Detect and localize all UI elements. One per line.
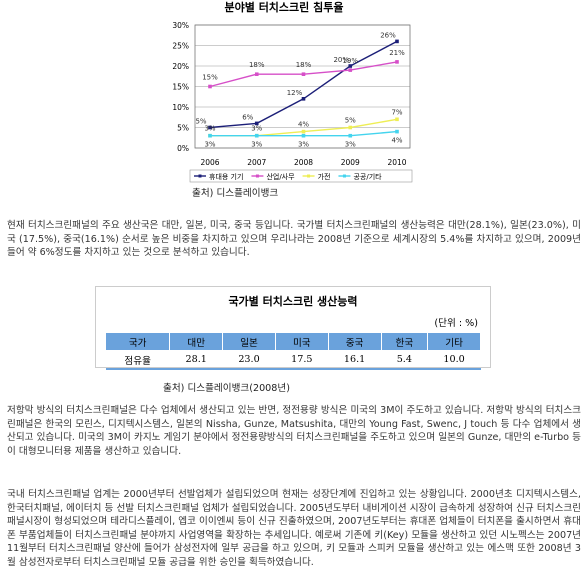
- cell: 10.0: [427, 350, 481, 370]
- data-label: 3%: [298, 141, 309, 149]
- data-label: 12%: [287, 89, 303, 97]
- data-label: 26%: [380, 31, 396, 39]
- marker: [301, 129, 306, 134]
- data-label: 5%: [345, 117, 356, 125]
- cell: 23.0: [222, 350, 276, 370]
- legend-box: [189, 169, 413, 183]
- marker: [348, 125, 353, 130]
- data-label: 20%: [333, 56, 349, 64]
- marker: [254, 133, 259, 138]
- x-tick-label: 2007: [247, 158, 266, 167]
- data-label: 3%: [251, 141, 262, 149]
- marker: [301, 133, 306, 138]
- header-cell: 한국: [380, 332, 429, 351]
- chart: 분야별 터치스크린 침투율 0% 5% 10% 15% 20% 25% 30% 2006 200…: [152, 0, 416, 184]
- plot-border: [194, 24, 411, 149]
- caption: 출처) 디스플레이뱅크(2008년): [163, 383, 290, 394]
- marker: [395, 60, 399, 64]
- legend-label: 휴대용 기기: [209, 172, 243, 181]
- x-tick-label: 2006: [200, 158, 219, 167]
- cell: 28.1: [169, 350, 223, 370]
- cell: 점유율: [105, 350, 170, 370]
- data-label: 4%: [298, 121, 309, 129]
- caption: 출처) 디스플레이뱅크: [192, 188, 279, 199]
- marker: [348, 133, 353, 138]
- y-tick-label: 25%: [172, 42, 189, 51]
- cell: 16.1: [328, 350, 382, 370]
- legend-marker: [255, 174, 259, 178]
- header-cell: 미국: [274, 332, 329, 351]
- x-tick-label: 2008: [294, 158, 313, 167]
- data-label: 3%: [251, 125, 262, 133]
- header-cell: 국가: [104, 332, 171, 351]
- cell: 5.4: [381, 350, 428, 370]
- cell: 17.5: [275, 350, 329, 370]
- data-label: 6%: [242, 113, 253, 121]
- marker: [395, 129, 399, 134]
- data-label: 15%: [202, 74, 218, 82]
- marker: [301, 97, 306, 101]
- table-box: 국가별 터치스크린 생산능력 (단위 : %) 국가 대만 일본 미국 중국 한국 기타 점유…: [95, 286, 491, 370]
- marker: [395, 39, 399, 44]
- marker: [348, 64, 353, 68]
- data-label: 5%: [195, 118, 206, 126]
- marker: [208, 133, 212, 138]
- marker: [301, 72, 306, 76]
- data-label: 3%: [204, 125, 215, 133]
- table-unit: (단위 : %): [434, 318, 478, 329]
- header-cell: 기타: [427, 332, 481, 351]
- data-label: 18%: [296, 61, 312, 69]
- y-tick-label: 30%: [172, 21, 189, 30]
- legend-marker: [342, 174, 346, 178]
- data-label: 3%: [345, 141, 356, 149]
- chart-background: [152, 0, 416, 184]
- header-cell: 일본: [222, 332, 276, 351]
- header-cell: 대만: [169, 332, 224, 351]
- marker: [254, 72, 259, 76]
- data-label: 21%: [389, 49, 405, 57]
- data-label: 19%: [342, 57, 358, 65]
- x-tick-label: 2010: [387, 158, 406, 167]
- table: 국가 대만 일본 미국 중국 한국 기타 점유율 28.1 23.0 17.5 16.1 5.4 10.0: [104, 332, 481, 370]
- marker: [208, 84, 212, 89]
- y-tick-label: 15%: [172, 83, 189, 92]
- header-cell: 중국: [327, 332, 382, 351]
- legend-marker: [307, 174, 311, 178]
- header-row: 국가 대만 일본 미국 중국 한국 기타: [104, 332, 481, 351]
- legend-marker: [198, 174, 202, 178]
- marker: [254, 121, 259, 126]
- data-row: 점유율 28.1 23.0 17.5 16.1 5.4 10.0: [105, 350, 481, 370]
- y-tick-label: 10%: [172, 103, 189, 112]
- marker: [348, 68, 353, 72]
- marker: [208, 125, 212, 130]
- data-label: 7%: [391, 108, 402, 116]
- legend-label: 공공/기타: [353, 172, 382, 181]
- y-tick-label: 0%: [177, 144, 189, 153]
- data-label: 4%: [391, 137, 402, 145]
- paragraph: 현재 터치스크린패널의 주요 생산국은 대만, 일본, 미국, 중국 등입니다.…: [7, 220, 581, 259]
- paragraph: 국내 터치스크린패널 업계는 2000년부터 선발업체가 설립되었으며 현재는 …: [7, 489, 581, 568]
- data-label: 3%: [204, 141, 215, 149]
- legend-label: 산업/사무: [266, 172, 295, 181]
- paragraph: 저항막 방식의 터치스크린패널은 다수 업체에서 생산되고 있는 반면, 정전용…: [7, 405, 581, 457]
- y-tick-label: 20%: [172, 62, 189, 71]
- table-title: 국가별 터치스크린 생산능력: [228, 295, 358, 308]
- chart-title: 분야별 터치스크린 침투율: [225, 0, 344, 14]
- legend-label: 가전: [318, 172, 331, 181]
- data-label: 18%: [249, 61, 265, 69]
- marker: [395, 117, 399, 122]
- x-tick-label: 2009: [341, 158, 360, 167]
- y-tick-label: 5%: [177, 124, 189, 133]
